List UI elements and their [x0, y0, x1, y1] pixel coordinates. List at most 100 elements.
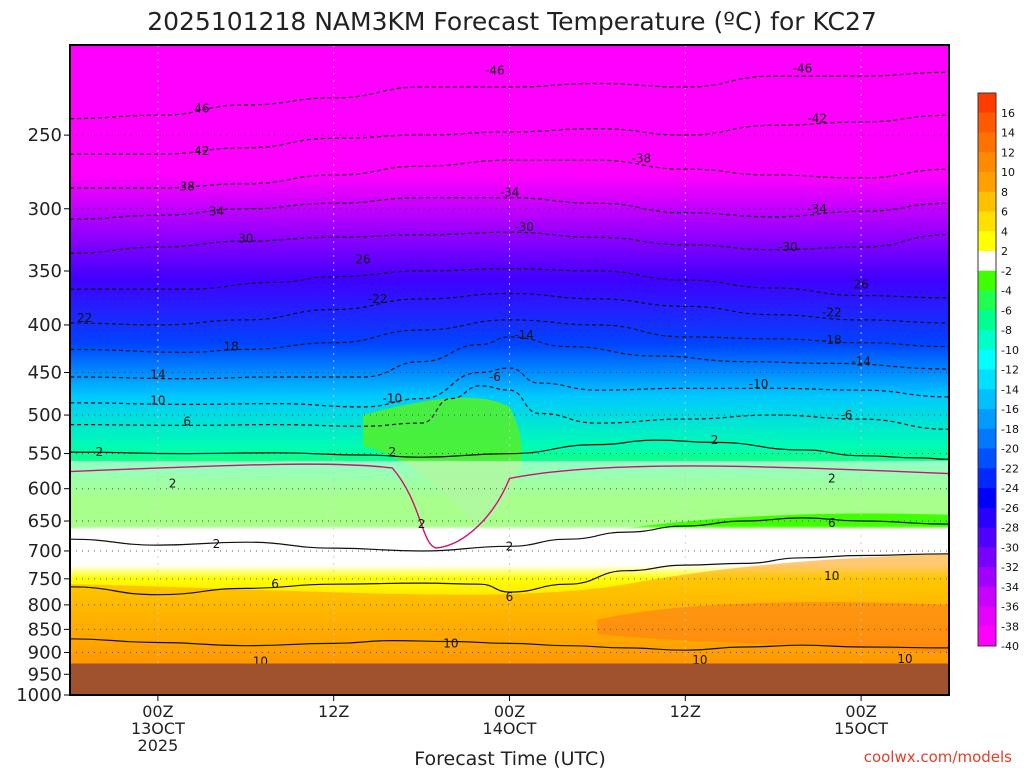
colorbar-label: -26	[1001, 502, 1019, 515]
colorbar-swatch	[978, 112, 996, 133]
colorbar: 16 14 12 10 8 6 4 2 -2 -4 -6 -8 -10 -12 -14 -16 -18 -20 -2…	[977, 92, 1019, 653]
colorbar-swatch	[978, 626, 996, 647]
colorbar-label: -34	[1001, 581, 1019, 594]
contour-line	[70, 336, 949, 380]
colorbar-label: -32	[1001, 561, 1019, 574]
contour-label: 10	[150, 393, 165, 407]
credit-text: coolwx.com/models	[864, 748, 1012, 766]
contour-label: -14	[514, 328, 534, 342]
x-tick-label: 14OCT	[483, 719, 537, 738]
contour-label: -34	[807, 202, 827, 216]
colorbar-label: -18	[1001, 423, 1019, 436]
colorbar-label: -12	[1001, 364, 1019, 377]
colorbar-label: 8	[1001, 186, 1008, 199]
y-tick-label: 800	[28, 595, 62, 616]
colorbar-label: 4	[1001, 225, 1008, 238]
y-axis: 2503003504004505005506006507007508008509…	[16, 125, 70, 706]
colorbar-swatch	[978, 468, 996, 489]
contour-label: 26	[853, 278, 868, 292]
contour-label: 2	[711, 433, 719, 447]
colorbar-label: -30	[1001, 541, 1019, 554]
contour-label: -42	[807, 112, 827, 126]
contour-label: -14	[851, 355, 871, 369]
colorbar-swatch	[978, 586, 996, 607]
x-tick-label: 00Z	[845, 702, 876, 721]
contour-line	[70, 367, 949, 408]
contour-label: -30	[778, 240, 798, 254]
x-tick-label: 12Z	[670, 702, 701, 721]
x-tick-label: 12Z	[318, 702, 349, 721]
contour-line	[70, 439, 949, 460]
colorbar-label: -10	[1001, 344, 1019, 357]
contour-line	[70, 197, 949, 220]
contour-label: 2	[95, 445, 103, 459]
colorbar-label: 12	[1001, 146, 1015, 159]
contour-line	[70, 71, 949, 120]
colorbar-frame	[977, 92, 997, 647]
colorbar-swatch	[978, 231, 996, 252]
colorbar-label: -16	[1001, 403, 1019, 416]
contour-label: -34	[500, 185, 520, 199]
colorbar-label: -14	[1001, 383, 1019, 396]
colorbar-swatch	[978, 152, 996, 173]
y-tick-label: 900	[28, 642, 62, 663]
colorbar-label: -20	[1001, 443, 1019, 456]
colorbar-label: 14	[1001, 127, 1015, 140]
colorbar-label: 6	[1001, 206, 1008, 219]
x-axis-title: Forecast Time (UTC)	[414, 748, 605, 768]
contour-label: -6	[840, 408, 852, 422]
contour-line	[70, 159, 949, 189]
x-tick-label: 15OCT	[834, 719, 888, 738]
contour-label: 10	[897, 652, 912, 666]
colorbar-label: -38	[1001, 620, 1019, 633]
contour-line	[70, 114, 949, 155]
colorbar-label: 10	[1001, 166, 1015, 179]
contour-label: 38	[180, 180, 195, 194]
colorbar-swatch	[978, 330, 996, 351]
contour-label: 6	[271, 577, 279, 591]
contour-label: 42	[194, 144, 209, 158]
contour-label: -6	[489, 370, 501, 384]
colorbar-label: -24	[1001, 482, 1019, 495]
colorbar-swatch	[978, 191, 996, 212]
contour-label: 2	[388, 445, 396, 459]
colorbar-label: -36	[1001, 601, 1019, 614]
colorbar-swatch	[978, 527, 996, 548]
y-tick-label: 450	[28, 363, 62, 384]
contour-label: 30	[238, 232, 253, 246]
colorbar-swatch	[978, 488, 996, 509]
colorbar-label: -40	[1001, 640, 1019, 653]
field-overlays	[70, 397, 949, 664]
contour-label: 6	[183, 414, 191, 428]
colorbar-swatch	[978, 270, 996, 291]
colorbar-swatch	[978, 172, 996, 193]
colorbar-swatch	[978, 606, 996, 627]
contour-line	[70, 385, 949, 430]
y-tick-label: 750	[28, 569, 62, 590]
colorbar-swatch	[978, 93, 996, 114]
colorbar-swatch	[978, 547, 996, 568]
contour-label: -38	[632, 152, 652, 166]
near-freezing-band	[70, 460, 949, 552]
contour-line	[70, 517, 949, 552]
colorbar-swatch	[978, 507, 996, 528]
y-tick-label: 1000	[16, 685, 62, 706]
colorbar-swatch	[978, 409, 996, 430]
y-tick-label: 850	[28, 619, 62, 640]
contour-label: 10	[692, 653, 707, 667]
x-tick-label: 13OCT	[131, 719, 185, 738]
colorbar-swatch	[978, 428, 996, 449]
colorbar-swatch	[978, 369, 996, 390]
contour-line	[70, 319, 949, 353]
contour-label: -10	[749, 377, 769, 391]
colorbar-swatch	[978, 567, 996, 588]
y-tick-label: 350	[28, 261, 62, 282]
freezing-line	[70, 463, 949, 549]
contour-label: 34	[209, 204, 224, 218]
colorbar-swatch	[978, 211, 996, 232]
contour-label: -46	[485, 63, 505, 77]
contour-label: -18	[822, 333, 842, 347]
